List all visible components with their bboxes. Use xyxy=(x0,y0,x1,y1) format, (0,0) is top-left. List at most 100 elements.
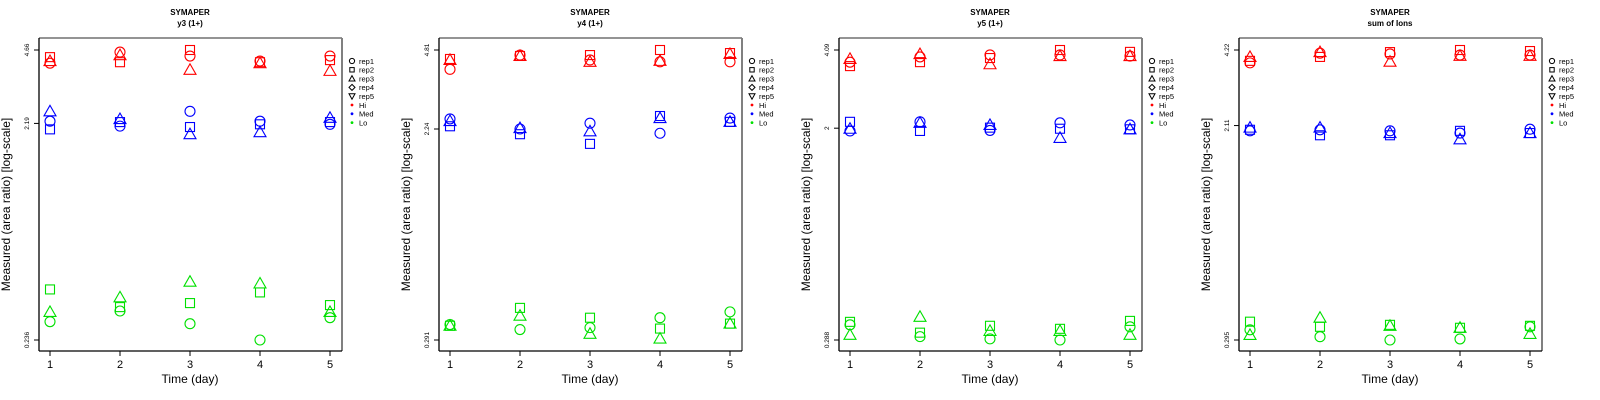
data-point-hi-rep3 xyxy=(983,57,997,70)
y-tick-label: 0.291 xyxy=(424,331,431,348)
y-tick-label: 0.295 xyxy=(1224,331,1231,348)
data-point-lo-rep2 xyxy=(254,287,266,298)
data-point-hi-rep2 xyxy=(1124,46,1136,57)
data-point-hi-rep2 xyxy=(184,44,196,56)
data-point-lo-rep1 xyxy=(654,312,666,324)
data-point-lo-rep3 xyxy=(43,304,57,317)
x-tick-label: 5 xyxy=(1127,359,1133,371)
data-point-hi-rep2 xyxy=(914,57,926,68)
legend-label-lo: Lo xyxy=(759,118,767,127)
data-point-lo-rep1 xyxy=(1244,324,1256,336)
legend-marker-rep5 xyxy=(348,93,356,101)
data-point-lo-rep1 xyxy=(184,318,196,330)
legend-marker-rep2 xyxy=(349,67,355,73)
data-point-lo-rep1 xyxy=(324,312,336,324)
data-point-lo-rep3 xyxy=(443,318,457,331)
data-point-hi-rep3 xyxy=(583,54,597,67)
data-point-med-rep2 xyxy=(44,124,56,135)
legend-label-lo: Lo xyxy=(1559,118,1567,127)
data-point-hi-rep3 xyxy=(43,53,57,67)
data-point-med-rep1 xyxy=(654,127,666,139)
data-point-hi-rep3 xyxy=(1313,44,1327,58)
x-tick-label: 2 xyxy=(1317,359,1323,371)
data-point-med-rep3 xyxy=(1243,120,1257,133)
data-point-med-rep1 xyxy=(1314,124,1326,136)
legend-label-lo: Lo xyxy=(1159,118,1167,127)
data-point-lo-rep3 xyxy=(253,276,267,289)
legend-label-med: Med xyxy=(1159,110,1174,119)
data-point-med-rep2 xyxy=(514,129,526,140)
data-point-hi-rep2 xyxy=(984,52,996,64)
data-point-hi-rep1 xyxy=(444,63,456,75)
data-point-lo-rep3 xyxy=(1053,323,1067,336)
data-point-lo-rep2 xyxy=(324,300,336,311)
data-point-med-rep2 xyxy=(1454,125,1466,136)
x-tick-label: 4 xyxy=(1457,359,1463,371)
data-point-med-rep3 xyxy=(323,110,337,123)
data-point-med-rep2 xyxy=(444,121,456,132)
data-point-med-rep3 xyxy=(443,113,457,127)
legend-label-hi: Hi xyxy=(1159,101,1166,110)
legend-marker-rep2 xyxy=(1149,67,1155,73)
legend-label-rep5: rep5 xyxy=(359,92,374,101)
data-point-hi-rep2 xyxy=(1244,55,1256,66)
data-point-hi-rep3 xyxy=(113,48,127,61)
data-point-med-rep1 xyxy=(584,117,596,129)
data-point-lo-rep2 xyxy=(584,312,596,323)
x-tick-label: 3 xyxy=(1387,359,1393,371)
data-point-med-rep3 xyxy=(1053,130,1067,143)
data-point-hi-rep2 xyxy=(44,52,56,63)
legend-label-med: Med xyxy=(359,110,374,119)
chart-title: SYMAPER xyxy=(970,8,1010,17)
y-tick-label: 0.236 xyxy=(24,331,31,348)
x-tick-label: 2 xyxy=(917,359,923,371)
data-point-med-rep3 xyxy=(1453,132,1467,145)
data-point-lo-rep2 xyxy=(514,302,526,313)
data-point-lo-rep1 xyxy=(1454,333,1466,345)
legend-marker-rep1 xyxy=(748,57,756,65)
data-point-med-rep1 xyxy=(184,105,196,117)
data-point-lo-rep3 xyxy=(1523,326,1537,339)
chart-panel-3: SYMAPER y5 (1+) 4.09 2 0.288 1 2 3 4 5 Time (day) M… xyxy=(799,8,1174,386)
legend-label-rep4: rep4 xyxy=(1159,83,1174,92)
data-point-lo-rep2 xyxy=(914,327,926,338)
x-tick-label: 5 xyxy=(327,359,333,371)
legend-marker-rep3 xyxy=(348,74,356,82)
legend-dot-lo xyxy=(750,121,754,124)
data-point-hi-rep2 xyxy=(654,44,666,56)
data-point-lo-rep1 xyxy=(724,306,736,318)
data-point-hi-rep3 xyxy=(913,46,927,60)
data-point-lo-rep1 xyxy=(1054,334,1066,346)
data-point-med-rep2 xyxy=(584,138,596,149)
data-point-med-rep3 xyxy=(253,125,267,138)
legend-marker-rep4 xyxy=(348,83,356,92)
legend-label-rep3: rep3 xyxy=(1159,74,1174,83)
data-point-hi-rep3 xyxy=(1453,48,1467,61)
legend-marker-rep1 xyxy=(1548,57,1556,65)
data-point-lo-rep2 xyxy=(844,316,856,327)
chart-panel-4: SYMAPER sum of Ions 4.22 2.11 0.295 1 2 3 4 5 Time… xyxy=(1199,8,1574,386)
data-point-med-rep1 xyxy=(444,113,456,125)
data-point-hi-rep1 xyxy=(1244,57,1256,69)
data-point-lo-rep2 xyxy=(44,284,56,295)
data-point-med-rep2 xyxy=(844,116,856,127)
data-point-med-rep3 xyxy=(653,110,667,124)
data-point-med-rep3 xyxy=(43,104,57,117)
data-point-lo-rep3 xyxy=(323,304,337,317)
y-tick-label: 4.09 xyxy=(824,43,831,56)
data-point-hi-rep3 xyxy=(1123,48,1137,62)
x-axis-label: Time (day) xyxy=(1362,372,1419,386)
x-axis-label: Time (day) xyxy=(562,372,619,386)
x-tick-label: 2 xyxy=(517,359,523,371)
legend-dot-hi xyxy=(1150,103,1154,107)
legend-label-hi: Hi xyxy=(1559,101,1566,110)
data-point-med-rep1 xyxy=(254,115,266,127)
chart-panel-1: SYMAPER y3 (1+) 4.66 2.19 0.236 1 2 3 4 5 Time (da… xyxy=(0,8,374,386)
legend-dot-med xyxy=(350,112,354,116)
data-point-med-rep3 xyxy=(183,127,197,140)
chart-subtitle: y3 (1+) xyxy=(177,19,203,28)
legend-label-rep4: rep4 xyxy=(1559,83,1574,92)
legend-marker-rep5 xyxy=(748,93,756,101)
